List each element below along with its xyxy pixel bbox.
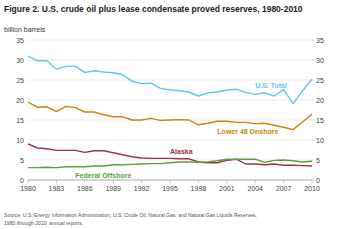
y2-tick-label: 35 <box>316 37 324 44</box>
y2-tick <box>312 140 314 141</box>
chart: Figure 2. U.S. crude oil plus lease cond… <box>0 0 340 229</box>
y2-tick-label: 5 <box>316 157 320 164</box>
y-tick-label: 5 <box>20 157 24 164</box>
series-line <box>28 159 312 167</box>
source-line: 1980 through 2010 annual reports. <box>4 220 83 226</box>
y-axis-label: billion barrels <box>4 26 46 33</box>
y2-tick <box>312 80 314 81</box>
title: Figure 2. U.S. crude oil plus lease cond… <box>4 4 303 14</box>
x-tick <box>113 180 114 183</box>
grid-line <box>28 100 312 101</box>
y-tick-label: 15 <box>16 117 24 124</box>
x-tick-label: 1983 <box>49 185 65 192</box>
x-tick <box>198 180 199 183</box>
y2-tick <box>312 160 314 161</box>
x-tick <box>84 180 85 183</box>
x-tick <box>312 180 313 183</box>
y2-tick-label: 25 <box>316 77 324 84</box>
y-tick-label: 10 <box>16 137 24 144</box>
y2-tick <box>312 100 314 101</box>
x-tick <box>170 180 171 183</box>
plot-area <box>28 56 312 168</box>
grid-line <box>28 80 312 81</box>
y2-tick <box>312 40 314 41</box>
x-tick-label: 1989 <box>105 185 121 192</box>
x-tick-label: 1992 <box>134 185 150 192</box>
y-tick-label: 0 <box>20 177 24 184</box>
x-tick-label: 2004 <box>247 185 263 192</box>
grid-line <box>28 40 312 41</box>
y2-tick-label: 30 <box>316 57 324 64</box>
series-label: Federal Offshore <box>75 172 131 179</box>
series-label: U.S. Total <box>255 82 287 89</box>
x-tick-label: 2001 <box>219 185 235 192</box>
series-line <box>28 102 312 130</box>
grid-line <box>28 160 312 161</box>
x-tick <box>141 180 142 183</box>
series-label: Lower 48 Onshore <box>217 128 278 135</box>
x-tick <box>56 180 57 183</box>
y-tick-label: 35 <box>16 37 24 44</box>
x-tick-label: 1998 <box>191 185 207 192</box>
x-tick <box>283 180 284 183</box>
y2-tick-label: 0 <box>316 177 320 184</box>
x-tick <box>255 180 256 183</box>
y2-tick-label: 10 <box>316 137 324 144</box>
y-tick-label: 25 <box>16 77 24 84</box>
x-tick-label: 2010 <box>304 185 320 192</box>
x-tick-label: 2007 <box>276 185 292 192</box>
y2-tick <box>312 120 314 121</box>
y-tick-label: 20 <box>16 97 24 104</box>
x-tick <box>28 180 29 183</box>
y2-tick <box>312 60 314 61</box>
y2-tick-label: 20 <box>316 97 324 104</box>
grid-line <box>28 60 312 61</box>
x-tick-label: 1980 <box>20 185 36 192</box>
series-line <box>28 56 312 104</box>
source-note: Source: U.S. Energy Information Administ… <box>4 212 257 226</box>
x-tick <box>226 180 227 183</box>
x-tick-label: 1986 <box>77 185 93 192</box>
y2-tick <box>312 180 314 181</box>
y-tick-label: 30 <box>16 57 24 64</box>
source-line: Source: U.S. Energy Information Administ… <box>4 212 257 218</box>
y2-tick-label: 15 <box>316 117 324 124</box>
series-label: Alaska <box>170 148 193 155</box>
grid-line <box>28 140 312 141</box>
x-tick-label: 1995 <box>162 185 178 192</box>
